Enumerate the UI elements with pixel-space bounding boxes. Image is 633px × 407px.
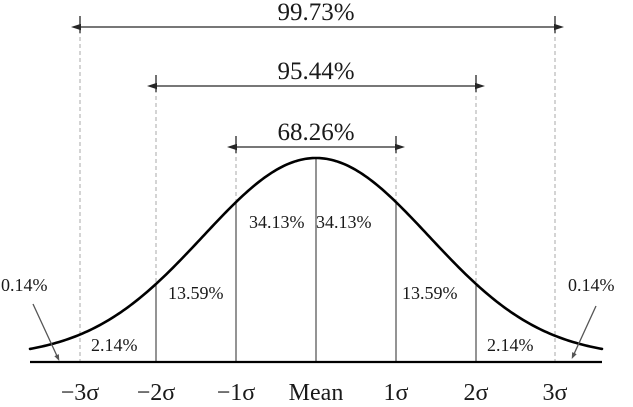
svg-text:0.14%: 0.14% [568, 275, 615, 295]
svg-text:99.73%: 99.73% [277, 0, 354, 26]
svg-text:68.26%: 68.26% [277, 119, 354, 146]
svg-text:−3σ: −3σ [61, 380, 100, 406]
svg-text:3σ: 3σ [543, 380, 568, 406]
svg-text:2.14%: 2.14% [91, 335, 138, 355]
svg-text:13.59%: 13.59% [168, 283, 224, 303]
svg-text:1σ: 1σ [384, 380, 409, 406]
svg-text:34.13%: 34.13% [249, 212, 305, 232]
svg-text:2σ: 2σ [464, 380, 489, 406]
svg-text:34.13%: 34.13% [316, 212, 372, 232]
svg-text:Mean: Mean [289, 380, 344, 406]
svg-text:13.59%: 13.59% [402, 283, 458, 303]
svg-text:2.14%: 2.14% [487, 335, 534, 355]
svg-text:95.44%: 95.44% [277, 58, 354, 85]
svg-text:−2σ: −2σ [137, 380, 176, 406]
svg-text:−1σ: −1σ [217, 380, 256, 406]
svg-text:0.14%: 0.14% [1, 275, 48, 295]
